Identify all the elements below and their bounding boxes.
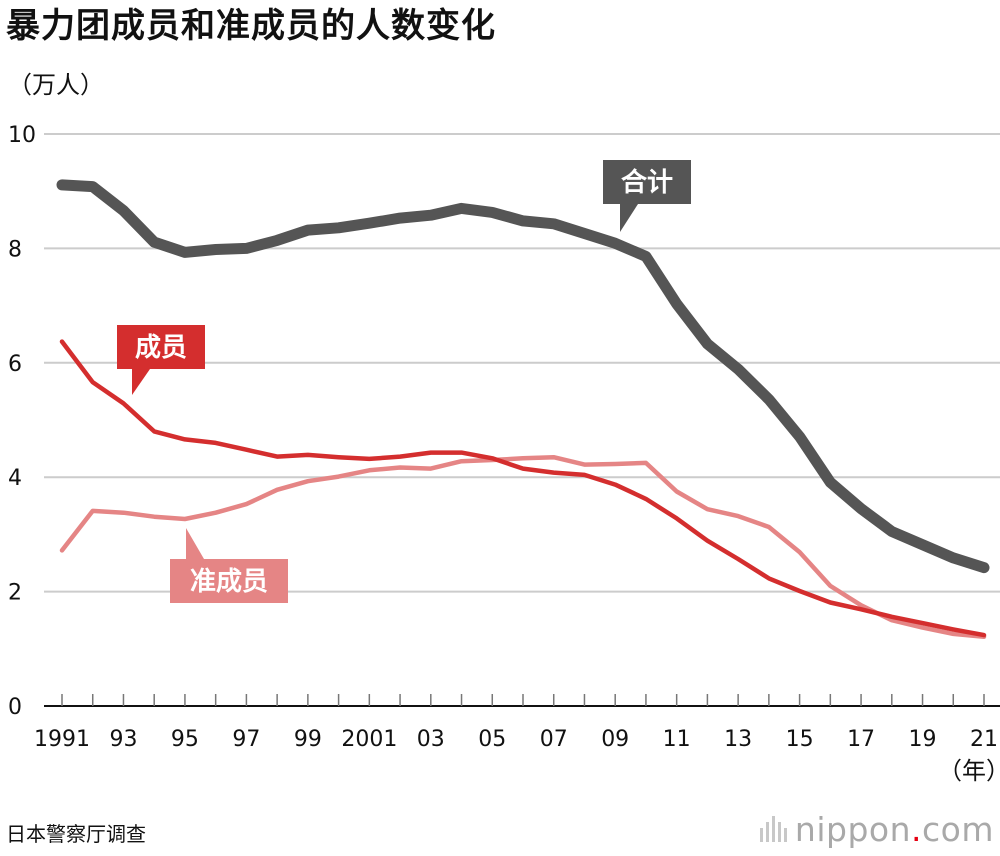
x-tick-label-1991: 1991 bbox=[34, 727, 90, 752]
legend-label-members: 成员 bbox=[135, 333, 187, 363]
y-axis-unit: （万人） bbox=[8, 71, 104, 99]
x-axis: 1991 93 95 97 99 2001 03 05 07 09 11 13 15 17 19 21 bbox=[34, 694, 1000, 752]
x-tick-label-2015: 15 bbox=[786, 727, 814, 752]
x-tick-label-2001: 2001 bbox=[341, 727, 397, 752]
callout-box-associates bbox=[170, 559, 288, 603]
y-tick-label-6: 6 bbox=[8, 352, 22, 377]
y-tick-label-8: 8 bbox=[8, 237, 22, 262]
callout-box-members bbox=[117, 325, 205, 369]
x-tick-label-1999: 99 bbox=[294, 727, 322, 752]
line-chart: 0 2 4 6 8 10 1991 93 95 97 99 2001 03 05 07 09 11 13 15 17… bbox=[8, 123, 1000, 752]
y-tick-label-10: 10 bbox=[8, 123, 36, 148]
logo-wordmark: nippon.com bbox=[795, 810, 994, 849]
x-tick-label-2011: 11 bbox=[663, 727, 691, 752]
series-line-members bbox=[59, 339, 987, 638]
y-tick-labels: 0 2 4 6 8 10 bbox=[8, 123, 36, 720]
x-tick-label-2003: 03 bbox=[417, 727, 445, 752]
x-tick-label-2005: 05 bbox=[478, 727, 506, 752]
x-tick-label-2017: 17 bbox=[847, 727, 875, 752]
callout-pointer-members bbox=[132, 369, 150, 395]
logo-dot: . bbox=[911, 809, 923, 849]
legend-label-total: 合计 bbox=[621, 167, 673, 198]
nippon-logo: nippon.com bbox=[759, 808, 994, 850]
callout-members: 成员 bbox=[117, 325, 205, 395]
logo-tld: com bbox=[922, 809, 994, 849]
logo-bars-icon bbox=[759, 816, 787, 842]
x-axis-unit: （年） bbox=[938, 757, 1000, 785]
chart-title: 暴力团成员和准成员的人数变化 bbox=[6, 6, 496, 46]
series-lines bbox=[56, 179, 990, 640]
series-line-total bbox=[56, 179, 990, 574]
x-tick-label-2007: 07 bbox=[540, 727, 568, 752]
series-line-associates bbox=[59, 454, 987, 640]
x-tick-label-1995: 95 bbox=[171, 727, 199, 752]
source-note: 日本警察厅调查 bbox=[6, 822, 146, 846]
x-tick-label-2009: 09 bbox=[601, 727, 629, 752]
x-tick-label-1993: 93 bbox=[109, 727, 137, 752]
callout-pointer-total bbox=[620, 204, 638, 232]
x-tick-label-1997: 97 bbox=[232, 727, 260, 752]
callout-associates: 准成员 bbox=[170, 528, 288, 603]
x-tick-label-2013: 13 bbox=[724, 727, 752, 752]
x-tick-label-2019: 19 bbox=[909, 727, 937, 752]
y-tick-label-0: 0 bbox=[8, 695, 22, 720]
logo-name: nippon bbox=[794, 809, 912, 849]
callout-total: 合计 bbox=[603, 160, 691, 232]
y-tick-label-2: 2 bbox=[8, 581, 22, 606]
legend-label-associates: 准成员 bbox=[190, 567, 268, 597]
callout-pointer-associates bbox=[186, 528, 204, 559]
x-tick-label-2021: 21 bbox=[970, 727, 998, 752]
y-tick-label-4: 4 bbox=[8, 466, 22, 491]
callout-box-total bbox=[603, 160, 691, 204]
